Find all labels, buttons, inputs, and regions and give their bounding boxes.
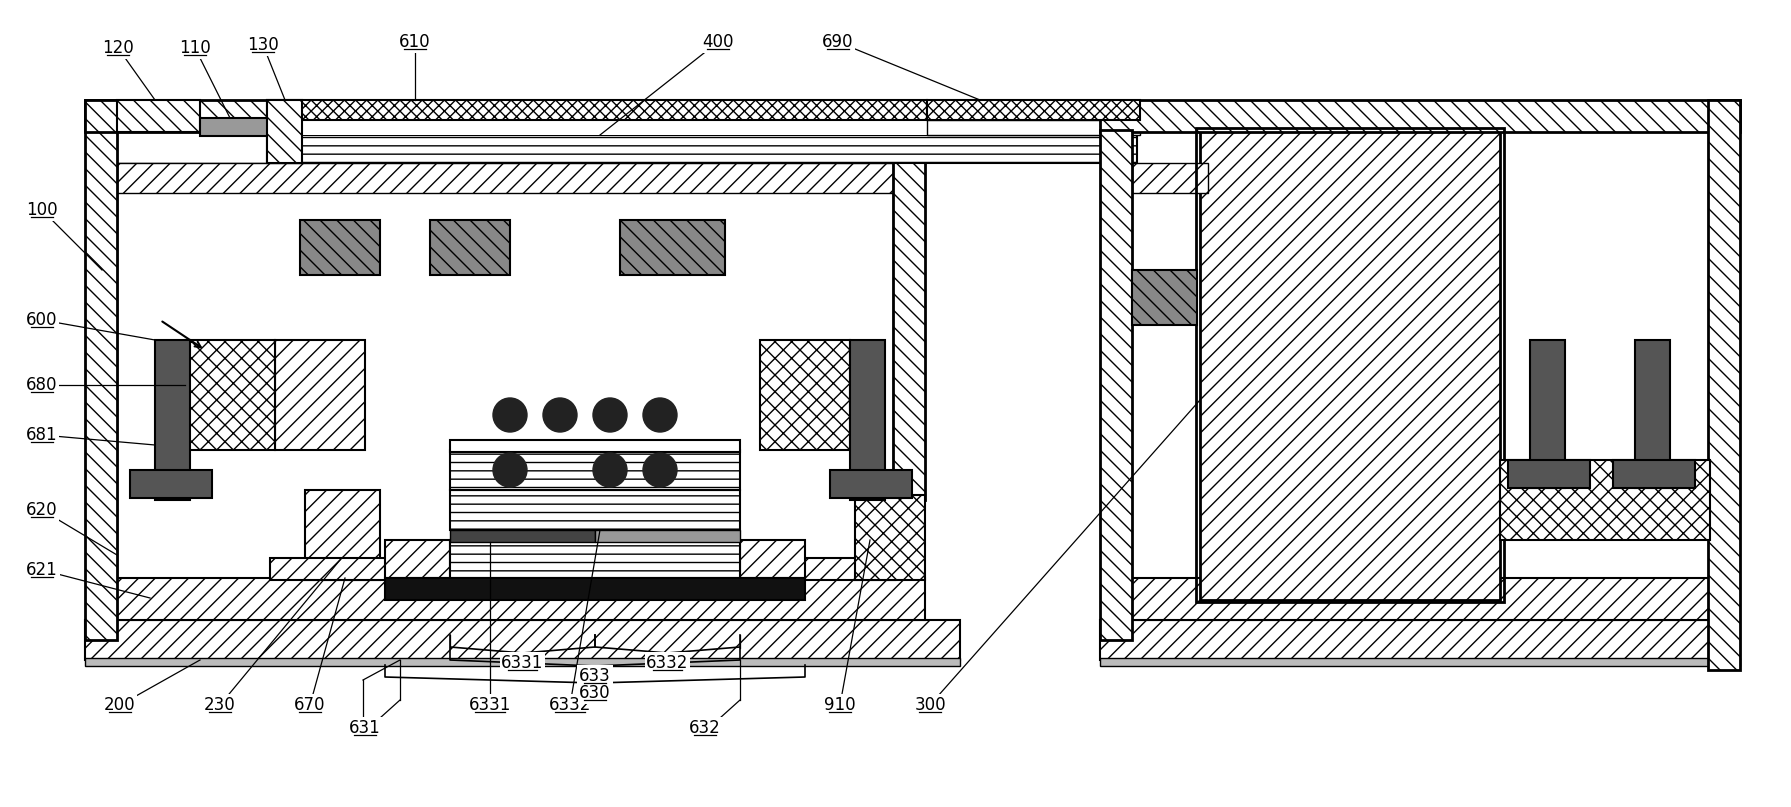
Bar	[595, 530, 740, 542]
Circle shape	[643, 453, 677, 487]
Bar	[829, 470, 912, 498]
Bar	[450, 440, 740, 452]
Bar	[450, 490, 740, 530]
Text: 680: 680	[27, 376, 57, 394]
Text: 910: 910	[824, 696, 856, 714]
Bar	[1100, 130, 1132, 640]
Bar	[131, 470, 211, 498]
Circle shape	[593, 453, 627, 487]
Bar	[894, 130, 924, 500]
Text: 600: 600	[27, 311, 57, 329]
Text: 110: 110	[179, 39, 211, 57]
Text: 400: 400	[702, 33, 734, 51]
Bar	[928, 120, 1141, 135]
Text: 690: 690	[822, 33, 854, 51]
Bar	[267, 120, 928, 135]
Bar	[84, 620, 960, 660]
Bar	[430, 220, 510, 275]
Bar	[116, 163, 894, 578]
Bar	[270, 558, 896, 580]
Bar	[385, 578, 804, 600]
Text: 6332: 6332	[548, 696, 591, 714]
Bar	[1530, 340, 1565, 488]
Text: 621: 621	[27, 561, 57, 579]
Bar	[740, 540, 804, 578]
Bar	[116, 163, 894, 193]
Circle shape	[493, 398, 527, 432]
Bar	[276, 340, 365, 450]
Bar	[84, 100, 924, 132]
Text: 681: 681	[27, 426, 57, 444]
Bar	[450, 530, 595, 542]
Bar	[156, 340, 190, 500]
Bar	[1132, 163, 1207, 193]
Bar	[1504, 130, 1709, 460]
Bar	[304, 490, 380, 580]
Bar	[184, 340, 276, 450]
Circle shape	[493, 453, 527, 487]
Bar	[1100, 100, 1741, 132]
Bar	[1132, 270, 1196, 325]
Bar	[928, 100, 1141, 120]
Text: 130: 130	[247, 36, 279, 54]
Bar	[385, 540, 450, 578]
Bar	[1508, 460, 1590, 488]
Bar	[450, 450, 740, 490]
Text: 120: 120	[102, 39, 134, 57]
Bar	[116, 100, 201, 132]
Bar	[1196, 128, 1504, 602]
Bar	[201, 118, 270, 136]
Text: 6331: 6331	[501, 654, 544, 672]
Text: 632: 632	[690, 719, 720, 737]
Text: 620: 620	[27, 501, 57, 519]
Text: 670: 670	[294, 696, 326, 714]
Bar	[759, 340, 851, 450]
Bar	[1614, 460, 1694, 488]
Text: 6332: 6332	[647, 654, 690, 672]
Bar	[1635, 340, 1669, 488]
Bar	[1132, 578, 1741, 620]
Text: 610: 610	[399, 33, 432, 51]
Bar	[854, 495, 924, 580]
Bar	[84, 100, 116, 640]
Bar	[267, 100, 303, 163]
Text: 631: 631	[349, 719, 381, 737]
Bar	[620, 220, 725, 275]
Bar	[267, 135, 1137, 163]
Text: 6331: 6331	[469, 696, 510, 714]
Bar	[1709, 100, 1741, 670]
Text: 100: 100	[27, 201, 57, 219]
Bar	[267, 100, 928, 120]
Circle shape	[593, 398, 627, 432]
Bar	[116, 578, 924, 620]
Circle shape	[543, 398, 577, 432]
Bar	[450, 540, 740, 578]
Bar	[1200, 130, 1501, 600]
Text: 300: 300	[913, 696, 946, 714]
Bar	[1100, 658, 1741, 666]
Bar	[851, 340, 885, 500]
Bar	[301, 220, 380, 275]
Text: 230: 230	[204, 696, 236, 714]
Circle shape	[643, 398, 677, 432]
Text: 633: 633	[578, 667, 611, 685]
Text: 630: 630	[578, 684, 611, 702]
Bar	[1100, 620, 1741, 660]
Bar	[84, 658, 960, 666]
Bar	[267, 120, 928, 135]
Text: 200: 200	[104, 696, 136, 714]
Bar	[1501, 460, 1710, 540]
